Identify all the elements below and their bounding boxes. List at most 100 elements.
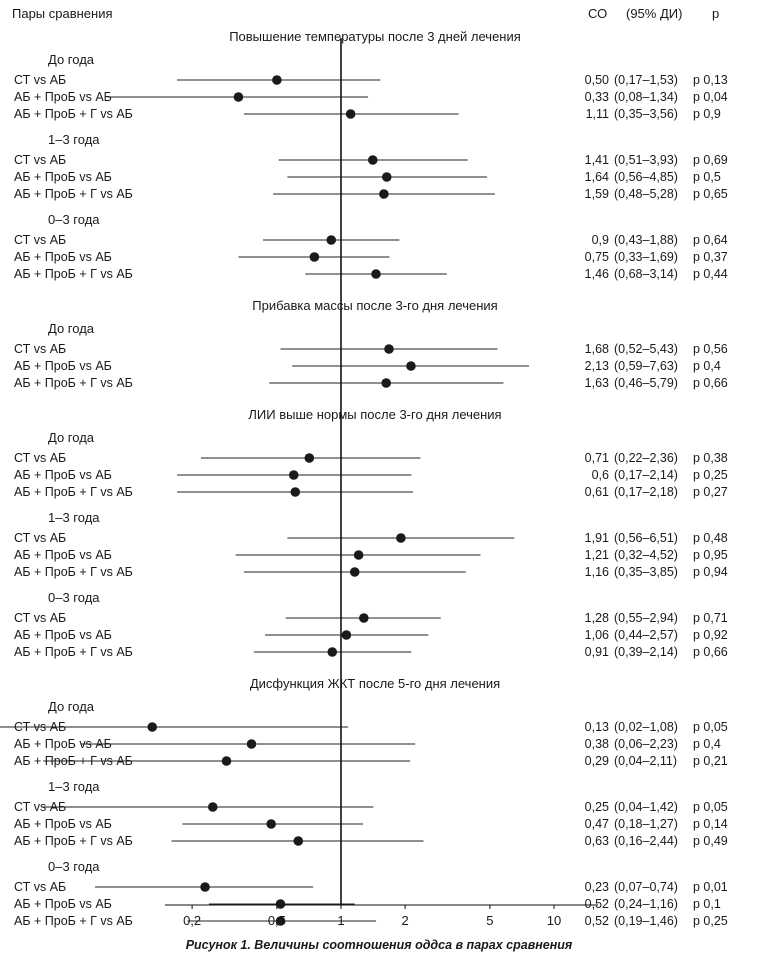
ci-value: (0,06–2,23) <box>614 737 678 751</box>
point-estimate <box>147 722 158 732</box>
point-estimate <box>381 378 391 388</box>
p-value: р 0,05 <box>693 800 728 814</box>
comparison-label: АБ + ПроБ + Г vs АБ <box>14 107 133 121</box>
ci-value: (0,35–3,56) <box>614 107 678 121</box>
point-estimate <box>359 613 369 623</box>
x-tick-label: 0,2 <box>183 913 201 928</box>
comparison-label: АБ + ПроБ vs АБ <box>14 897 112 911</box>
p-value: р 0,9 <box>693 107 721 121</box>
group-label: 1–3 года <box>48 510 100 525</box>
ci-value: (0,39–2,14) <box>614 645 678 659</box>
ci-value: (0,32–4,52) <box>614 548 678 562</box>
or-value: 0,61 <box>585 485 609 499</box>
p-value: р 0,66 <box>693 645 728 659</box>
comparison-label: АБ + ПроБ + Г vs АБ <box>14 914 133 928</box>
comparison-label: СТ vs АБ <box>14 342 66 356</box>
or-value: 1,59 <box>585 187 609 201</box>
p-value: р 0,25 <box>693 914 728 928</box>
p-value: р 0,04 <box>693 90 728 104</box>
ci-value: (0,07–0,74) <box>614 880 678 894</box>
or-value: 0,71 <box>585 451 609 465</box>
header-p-label: р <box>712 6 719 21</box>
group-label: До года <box>48 699 95 714</box>
ci-value: (0,56–6,51) <box>614 531 678 545</box>
x-tick-label: 5 <box>486 913 493 928</box>
comparison-label: АБ + ПроБ vs АБ <box>14 468 112 482</box>
point-estimate <box>266 819 276 829</box>
point-estimate <box>327 647 338 657</box>
x-tick-label: 1 <box>337 913 344 928</box>
point-estimate <box>341 630 352 640</box>
or-value: 0,23 <box>585 880 609 894</box>
ci-value: (0,24–1,16) <box>614 897 678 911</box>
point-estimate <box>290 487 301 497</box>
comparison-label: АБ + ПроБ + Г vs АБ <box>14 645 133 659</box>
group-label: 0–3 года <box>48 212 100 227</box>
p-value: р 0,5 <box>693 170 721 184</box>
p-value: р 0,66 <box>693 376 728 390</box>
header-ci-label: (95% ДИ) <box>626 6 682 21</box>
group-label: 1–3 года <box>48 779 100 794</box>
p-value: р 0,49 <box>693 834 728 848</box>
or-value: 0,50 <box>585 73 609 87</box>
point-estimate <box>200 882 210 892</box>
comparison-label: АБ + ПроБ vs АБ <box>14 628 112 642</box>
ci-value: (0,48–5,28) <box>614 187 678 201</box>
or-value: 1,64 <box>585 170 609 184</box>
or-value: 0,13 <box>585 720 609 734</box>
p-value: р 0,27 <box>693 485 728 499</box>
comparison-label: СТ vs АБ <box>14 451 66 465</box>
or-value: 0,33 <box>585 90 609 104</box>
point-estimate <box>379 189 389 199</box>
section-title: Дисфункция ЖКТ после 5-го дня лечения <box>250 676 500 691</box>
or-value: 1,28 <box>585 611 609 625</box>
comparison-label: СТ vs АБ <box>14 880 66 894</box>
or-value: 0,25 <box>585 800 609 814</box>
or-value: 1,11 <box>586 107 609 121</box>
ci-value: (0,59–7,63) <box>614 359 678 373</box>
or-value: 1,91 <box>585 531 609 545</box>
group-label: 0–3 года <box>48 590 100 605</box>
point-estimate <box>371 269 381 279</box>
ci-value: (0,04–2,11) <box>614 754 677 768</box>
p-value: р 0,44 <box>693 267 728 281</box>
ci-value: (0,18–1,27) <box>614 817 678 831</box>
or-value: 1,41 <box>585 153 609 167</box>
p-value: р 0,38 <box>693 451 728 465</box>
forest-rows: Повышение температуры после 3 дней лечен… <box>0 29 728 928</box>
p-value: р 0,14 <box>693 817 728 831</box>
ci-value: (0,16–2,44) <box>614 834 678 848</box>
ci-value: (0,44–2,57) <box>614 628 678 642</box>
group-label: До года <box>48 430 95 445</box>
or-value: 1,06 <box>585 628 609 642</box>
section-title: ЛИИ выше нормы после 3-го дня лечения <box>248 407 501 422</box>
ci-value: (0,35–3,85) <box>614 565 678 579</box>
point-estimate <box>233 92 244 102</box>
header-or-label: СО <box>588 6 607 21</box>
x-tick-label: 2 <box>402 913 409 928</box>
ci-value: (0,46–5,79) <box>614 376 678 390</box>
or-value: 0,63 <box>585 834 609 848</box>
comparison-label: АБ + ПроБ + Г vs АБ <box>14 376 133 390</box>
ci-value: (0,17–2,14) <box>614 468 678 482</box>
comparison-label: СТ vs АБ <box>14 73 66 87</box>
or-value: 1,68 <box>585 342 609 356</box>
or-value: 0,52 <box>585 897 609 911</box>
comparison-label: АБ + ПроБ + Г vs АБ <box>14 485 133 499</box>
or-value: 1,63 <box>585 376 609 390</box>
point-estimate <box>275 916 286 926</box>
comparison-label: АБ + ПроБ vs АБ <box>14 170 112 184</box>
point-estimate <box>309 252 320 262</box>
comparison-label: АБ + ПроБ + Г vs АБ <box>14 267 133 281</box>
point-estimate <box>381 172 392 182</box>
p-value: р 0,71 <box>693 611 728 625</box>
comparison-label: АБ + ПроБ + Г vs АБ <box>14 565 133 579</box>
ci-value: (0,04–1,42) <box>614 800 678 814</box>
p-value: р 0,69 <box>693 153 728 167</box>
comparison-label: СТ vs АБ <box>14 233 66 247</box>
p-value: р 0,01 <box>693 880 728 894</box>
or-value: 0,91 <box>585 645 609 659</box>
comparison-label: СТ vs АБ <box>14 611 66 625</box>
p-value: р 0,95 <box>693 548 728 562</box>
